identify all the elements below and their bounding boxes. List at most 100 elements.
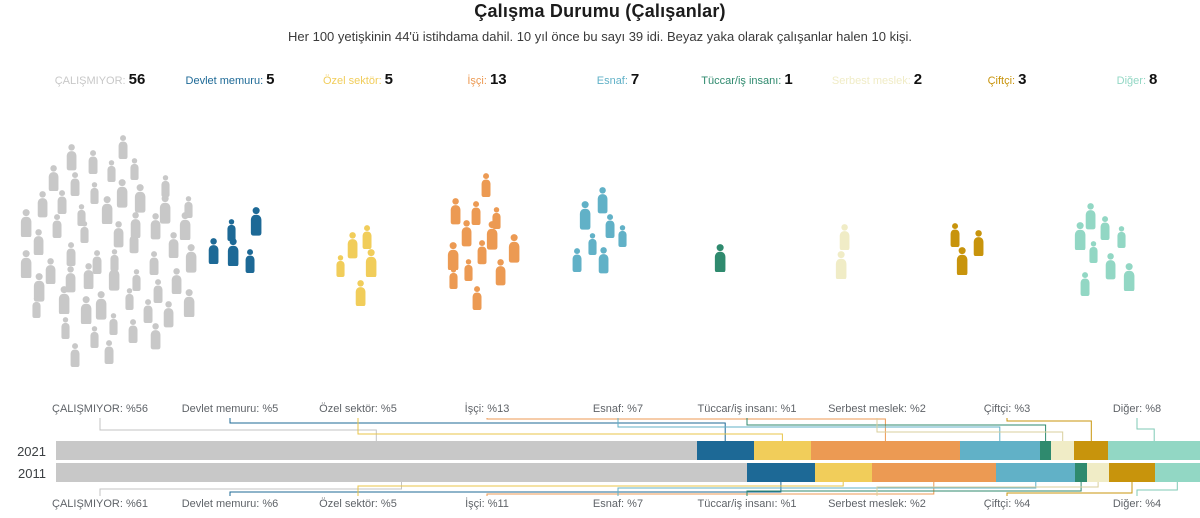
- bar-segment-ÇALIŞMIYOR: [56, 463, 747, 482]
- bar-label-2011: İşçi: %11: [465, 498, 509, 510]
- bar-segment-Tüccar/iş insanı: [1039, 441, 1052, 460]
- person-icon: [148, 250, 160, 276]
- person-icon: [446, 241, 460, 271]
- legend-value: 2: [913, 71, 923, 88]
- bar-segment-İşçi: [871, 463, 997, 482]
- legend-value: 8: [1149, 71, 1158, 88]
- person-icon: [89, 181, 100, 204]
- legend-item-ciftci: Çiftçi: 3: [988, 71, 1027, 89]
- person-icon: [207, 237, 220, 265]
- person-icon: [507, 234, 521, 264]
- person-icon: [158, 195, 172, 225]
- legend-item-calismiyor: ÇALIŞMIYOR: 56: [55, 71, 146, 89]
- person-icon: [604, 213, 616, 238]
- bar-segment-Serbest meslek: [1051, 441, 1075, 460]
- legend-value: 5: [384, 71, 394, 88]
- person-icon: [1099, 216, 1111, 241]
- person-icon: [713, 243, 727, 273]
- person-icon: [82, 263, 95, 290]
- person-icon: [106, 159, 117, 182]
- person-icon: [149, 323, 162, 350]
- legend-item-diger: Diğer: 8: [1117, 71, 1158, 89]
- person-icon: [19, 208, 33, 238]
- person-icon: [471, 286, 483, 311]
- person-icon: [108, 312, 119, 335]
- person-icon: [47, 164, 60, 191]
- person-icon: [103, 339, 115, 364]
- person-icon: [463, 259, 474, 282]
- page-title: Çalışma Durumu (Çalışanlar): [474, 1, 726, 21]
- person-icon: [597, 247, 610, 274]
- person-icon: [57, 285, 71, 315]
- person-icon: [128, 229, 140, 254]
- bar-label-2021: ÇALIŞMIYOR: %56: [52, 403, 148, 415]
- person-icon: [226, 237, 240, 267]
- bar-segment-Serbest meslek: [1086, 463, 1110, 482]
- person-icon: [32, 228, 45, 255]
- person-icon: [361, 225, 373, 250]
- person-icon: [346, 232, 359, 259]
- person-icon: [89, 326, 100, 349]
- bar-label-2021: İşçi: %13: [464, 403, 510, 415]
- person-icon: [56, 190, 68, 215]
- bar-segment-Devlet memuru: [696, 441, 754, 460]
- person-icon: [470, 201, 482, 226]
- person-icon: [91, 249, 103, 274]
- person-icon: [19, 249, 33, 279]
- person-icon: [182, 288, 196, 318]
- person-icon: [170, 268, 183, 295]
- bar-label-2021: Özel sektör: %5: [319, 403, 397, 415]
- person-icon: [244, 249, 256, 274]
- person-icon: [460, 220, 473, 247]
- bar-segment-Çiftçi: [1109, 463, 1155, 482]
- person-icon: [578, 201, 592, 230]
- person-icon: [335, 255, 346, 278]
- legend-label: Diğer:: [1116, 75, 1146, 87]
- person-icon: [44, 257, 57, 285]
- person-icon: [133, 184, 147, 213]
- person-icon: [100, 195, 114, 225]
- person-icon: [1084, 203, 1097, 230]
- legend-label: ÇALIŞMIYOR:: [54, 75, 126, 87]
- person-icon: [476, 240, 488, 265]
- bar-segment-Devlet memuru: [746, 463, 815, 482]
- bar-segment-İşçi: [811, 441, 960, 460]
- legend-item-devlet-memuru: Devlet memuru: 5: [186, 71, 275, 89]
- person-icon: [485, 221, 499, 250]
- person-icon: [152, 278, 164, 303]
- bar-label-2011: Çiftçi: %4: [983, 498, 1031, 510]
- person-icon: [596, 187, 609, 214]
- person-icon: [617, 225, 628, 248]
- person-icon: [69, 343, 81, 368]
- stacked-bar-2021: [56, 441, 1200, 460]
- bar-label-2021: Çiftçi: %3: [983, 403, 1031, 415]
- legend-label: Devlet memuru:: [185, 75, 264, 87]
- person-icon: [94, 291, 108, 320]
- person-icon: [249, 207, 263, 236]
- bar-segment-Özel sektör: [753, 441, 812, 460]
- legend-label: İşçi:: [467, 75, 487, 87]
- person-icon: [1088, 241, 1099, 263]
- bar-segment-Diğer: [1108, 441, 1200, 460]
- legend-label: Esnaf:: [596, 75, 628, 87]
- legend-value: 3: [1018, 71, 1027, 88]
- person-icon: [36, 191, 49, 218]
- person-icon: [955, 246, 969, 276]
- person-icon: [127, 319, 139, 344]
- person-icon: [117, 135, 129, 160]
- page-subtitle: Her 100 yetişkinin 44'ü istihdama dahil.…: [288, 29, 912, 44]
- legend-item-esnaf: Esnaf: 7: [597, 71, 640, 89]
- bar-label-2011: Tüccar/iş insanı: %1: [697, 498, 797, 510]
- person-icon: [129, 158, 140, 180]
- bar-label-2021: Devlet memuru: %5: [181, 403, 279, 415]
- person-icon: [184, 244, 198, 274]
- legend-label: Çiftçi:: [987, 75, 1016, 87]
- person-icon: [79, 221, 90, 244]
- person-icon: [448, 266, 459, 289]
- bar-segment-ÇALIŞMIYOR: [56, 441, 697, 460]
- person-icon: [571, 248, 583, 273]
- bar-segment-Esnaf: [996, 463, 1076, 482]
- person-icon: [149, 213, 162, 240]
- bar-label-2021: Serbest meslek: %2: [828, 403, 926, 415]
- person-icon: [124, 288, 135, 311]
